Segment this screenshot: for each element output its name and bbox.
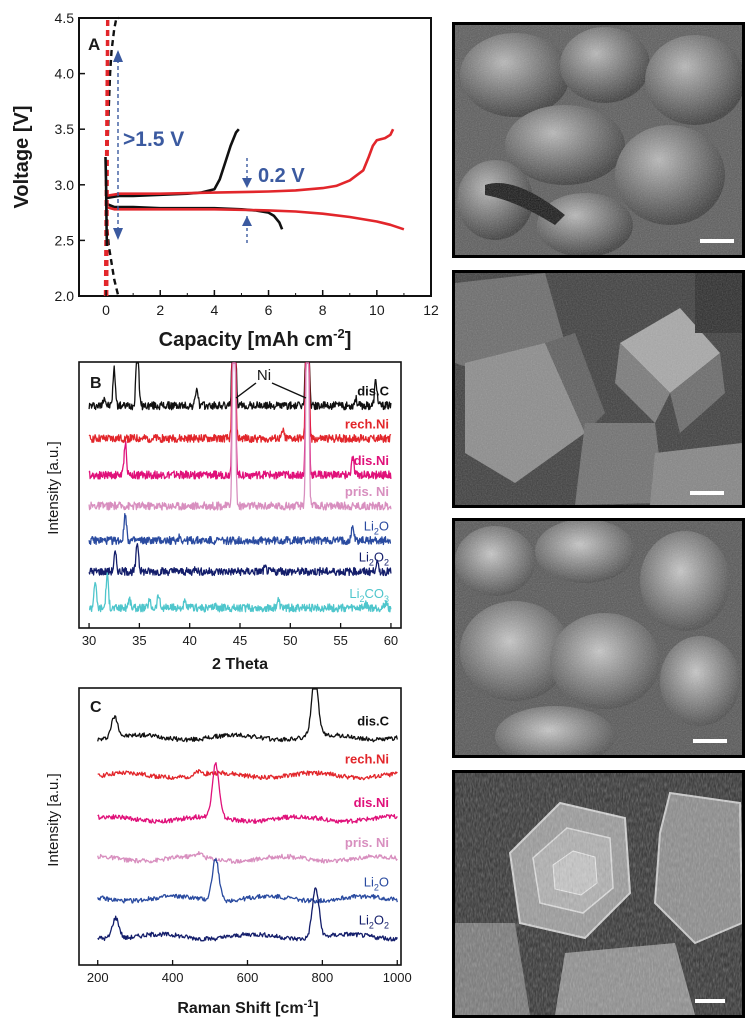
chart-a-arrowhead-up-large	[113, 50, 123, 62]
sem-g-scale-bar	[695, 999, 725, 1003]
chart-b-legend-1: rech.Ni	[345, 417, 389, 432]
chart-c-ylabel: Intensity [a.u.]	[45, 773, 62, 866]
chart-c-series-group	[97, 688, 398, 942]
chart-b-xtick-label: 45	[233, 633, 247, 648]
chart-a-arrowhead-down-large	[113, 228, 123, 240]
chart-a-ytick-label: 4.5	[55, 10, 75, 26]
c-trace-4	[97, 858, 398, 904]
b-trace-6	[88, 572, 392, 613]
c-trace-0	[97, 688, 398, 743]
chart-a-ytick-label: 3.0	[55, 177, 75, 193]
chart-a-panel-label: A	[88, 35, 100, 54]
chart-a-frame	[78, 17, 432, 297]
chart-c-legend-5: Li2O2	[359, 913, 389, 931]
chart-b-xtick-label: 60	[384, 633, 398, 648]
chart-b-legend-3: pris. Ni	[345, 484, 389, 499]
chart-a-annotation-small: 0.2 V	[258, 165, 305, 187]
chart-a-series-8	[104, 156, 109, 247]
sem-image-e: E	[452, 270, 745, 508]
chart-b-legend-5: Li2O2	[359, 550, 389, 568]
sem-image-f-texture	[455, 521, 742, 755]
chart-c-xtick-label: 1000	[383, 970, 412, 985]
c-trace-5	[97, 887, 398, 942]
chart-b-peak-label: Ni	[257, 367, 271, 384]
chart-b-xtick-label: 50	[283, 633, 297, 648]
chart-c-xtick-label: 400	[162, 970, 184, 985]
chart-a-series-0	[105, 128, 240, 200]
chart-b-xtick-label: 30	[82, 633, 96, 648]
chart-c-legend-4: Li2O	[364, 875, 389, 893]
chart-c-legend-0: dis.C	[357, 713, 389, 728]
chart-a-series-3	[105, 205, 405, 231]
chart-c-xtick-label: 800	[312, 970, 334, 985]
chart-a-ytick-label: 4.0	[55, 66, 75, 82]
chart-a-xtick-label: 2	[156, 302, 164, 318]
chart-b-xtick-label: 35	[132, 633, 146, 648]
b-trace-0	[88, 362, 392, 411]
sem-image-f: F	[452, 518, 745, 758]
chart-a-series-2	[105, 128, 395, 198]
sem-d-scale-bar	[700, 239, 734, 243]
chart-b-legend-6: Li2CO3	[349, 586, 389, 604]
sem-image-d: D	[452, 22, 745, 258]
chart-b-legend-4: Li2O	[364, 519, 389, 537]
chart-b-peak-pointer-left	[235, 382, 257, 399]
b-trace-3	[88, 362, 392, 511]
chart-a: 0 2 4 6 8 10 12 2.0 2.5 3.0 3.5 4.0 4.5 A >1.5 V 0.2…	[11, 10, 439, 351]
chart-a-xtick-label: 4	[210, 302, 218, 318]
b-trace-4	[88, 513, 392, 546]
chart-c-frame	[78, 687, 402, 966]
chart-a-ytick-label: 3.5	[55, 121, 75, 137]
chart-b-legend-0: dis.C	[357, 384, 389, 399]
chart-b-xlabel: 2 Theta	[212, 656, 268, 673]
chart-b: 30 35 40 45 50 55 60 dis.C rech.Ni dis.Ni pris. N…	[45, 361, 402, 673]
chart-b-legend-2: dis.Ni	[354, 453, 389, 468]
chart-a-series-group	[103, 16, 405, 297]
chart-a-xtick-label: 8	[319, 302, 327, 318]
chart-b-panel-label: B	[90, 375, 102, 392]
chart-b-ylabel: Intensity [a.u.]	[45, 441, 62, 534]
chart-a-ylabel: Voltage [V]	[11, 106, 33, 209]
sem-image-g-texture	[455, 773, 742, 1015]
chart-b-xtick-label: 40	[182, 633, 196, 648]
sem-image-d-texture	[455, 25, 742, 255]
chart-b-xtick-label: 55	[333, 633, 347, 648]
c-trace-3	[97, 850, 398, 864]
chart-a-xlabel: Capacity [mAh cm-2]	[159, 326, 352, 351]
chart-a-xtick-label: 10	[369, 302, 385, 318]
chart-c-xtick-label: 600	[237, 970, 259, 985]
chart-a-xtick-label: 0	[102, 302, 110, 318]
chart-c-legend-1: rech.Ni	[345, 751, 389, 766]
sem-image-g: G	[452, 770, 745, 1018]
chart-c-xlabel: Raman Shift [cm-1]	[177, 998, 318, 1017]
chart-a-arrowhead-up-small	[242, 216, 252, 226]
chart-c-legend-2: dis.Ni	[354, 795, 389, 810]
chart-a-xtick-label: 12	[423, 302, 439, 318]
c-trace-2	[97, 762, 398, 824]
b-trace-2	[88, 362, 392, 480]
c-trace-1	[97, 768, 398, 781]
b-trace-5	[88, 543, 392, 577]
chart-a-series-7	[106, 17, 110, 297]
chart-c-xtick-label: 200	[87, 970, 109, 985]
chart-a-xtick-label: 6	[265, 302, 273, 318]
sem-image-e-texture	[455, 273, 742, 505]
chart-c-panel-label: C	[90, 699, 102, 716]
chart-a-series-1	[105, 202, 284, 230]
chart-a-ytick-label: 2.0	[55, 288, 75, 304]
chart-b-series-group	[88, 362, 392, 613]
chart-c: 200 400 600 800 1000 dis.C rech.Ni dis.Ni pris.…	[45, 687, 412, 1017]
chart-a-ytick-label: 2.5	[55, 232, 75, 248]
chart-c-legend-3: pris. Ni	[345, 835, 389, 850]
sem-e-scale-bar	[690, 491, 724, 495]
chart-a-arrowhead-down-small	[242, 178, 252, 188]
sem-f-scale-bar	[693, 739, 727, 743]
chart-a-annotation-large: >1.5 V	[123, 128, 184, 151]
chart-b-peak-pointer-right	[271, 382, 307, 399]
b-trace-1	[88, 362, 392, 444]
